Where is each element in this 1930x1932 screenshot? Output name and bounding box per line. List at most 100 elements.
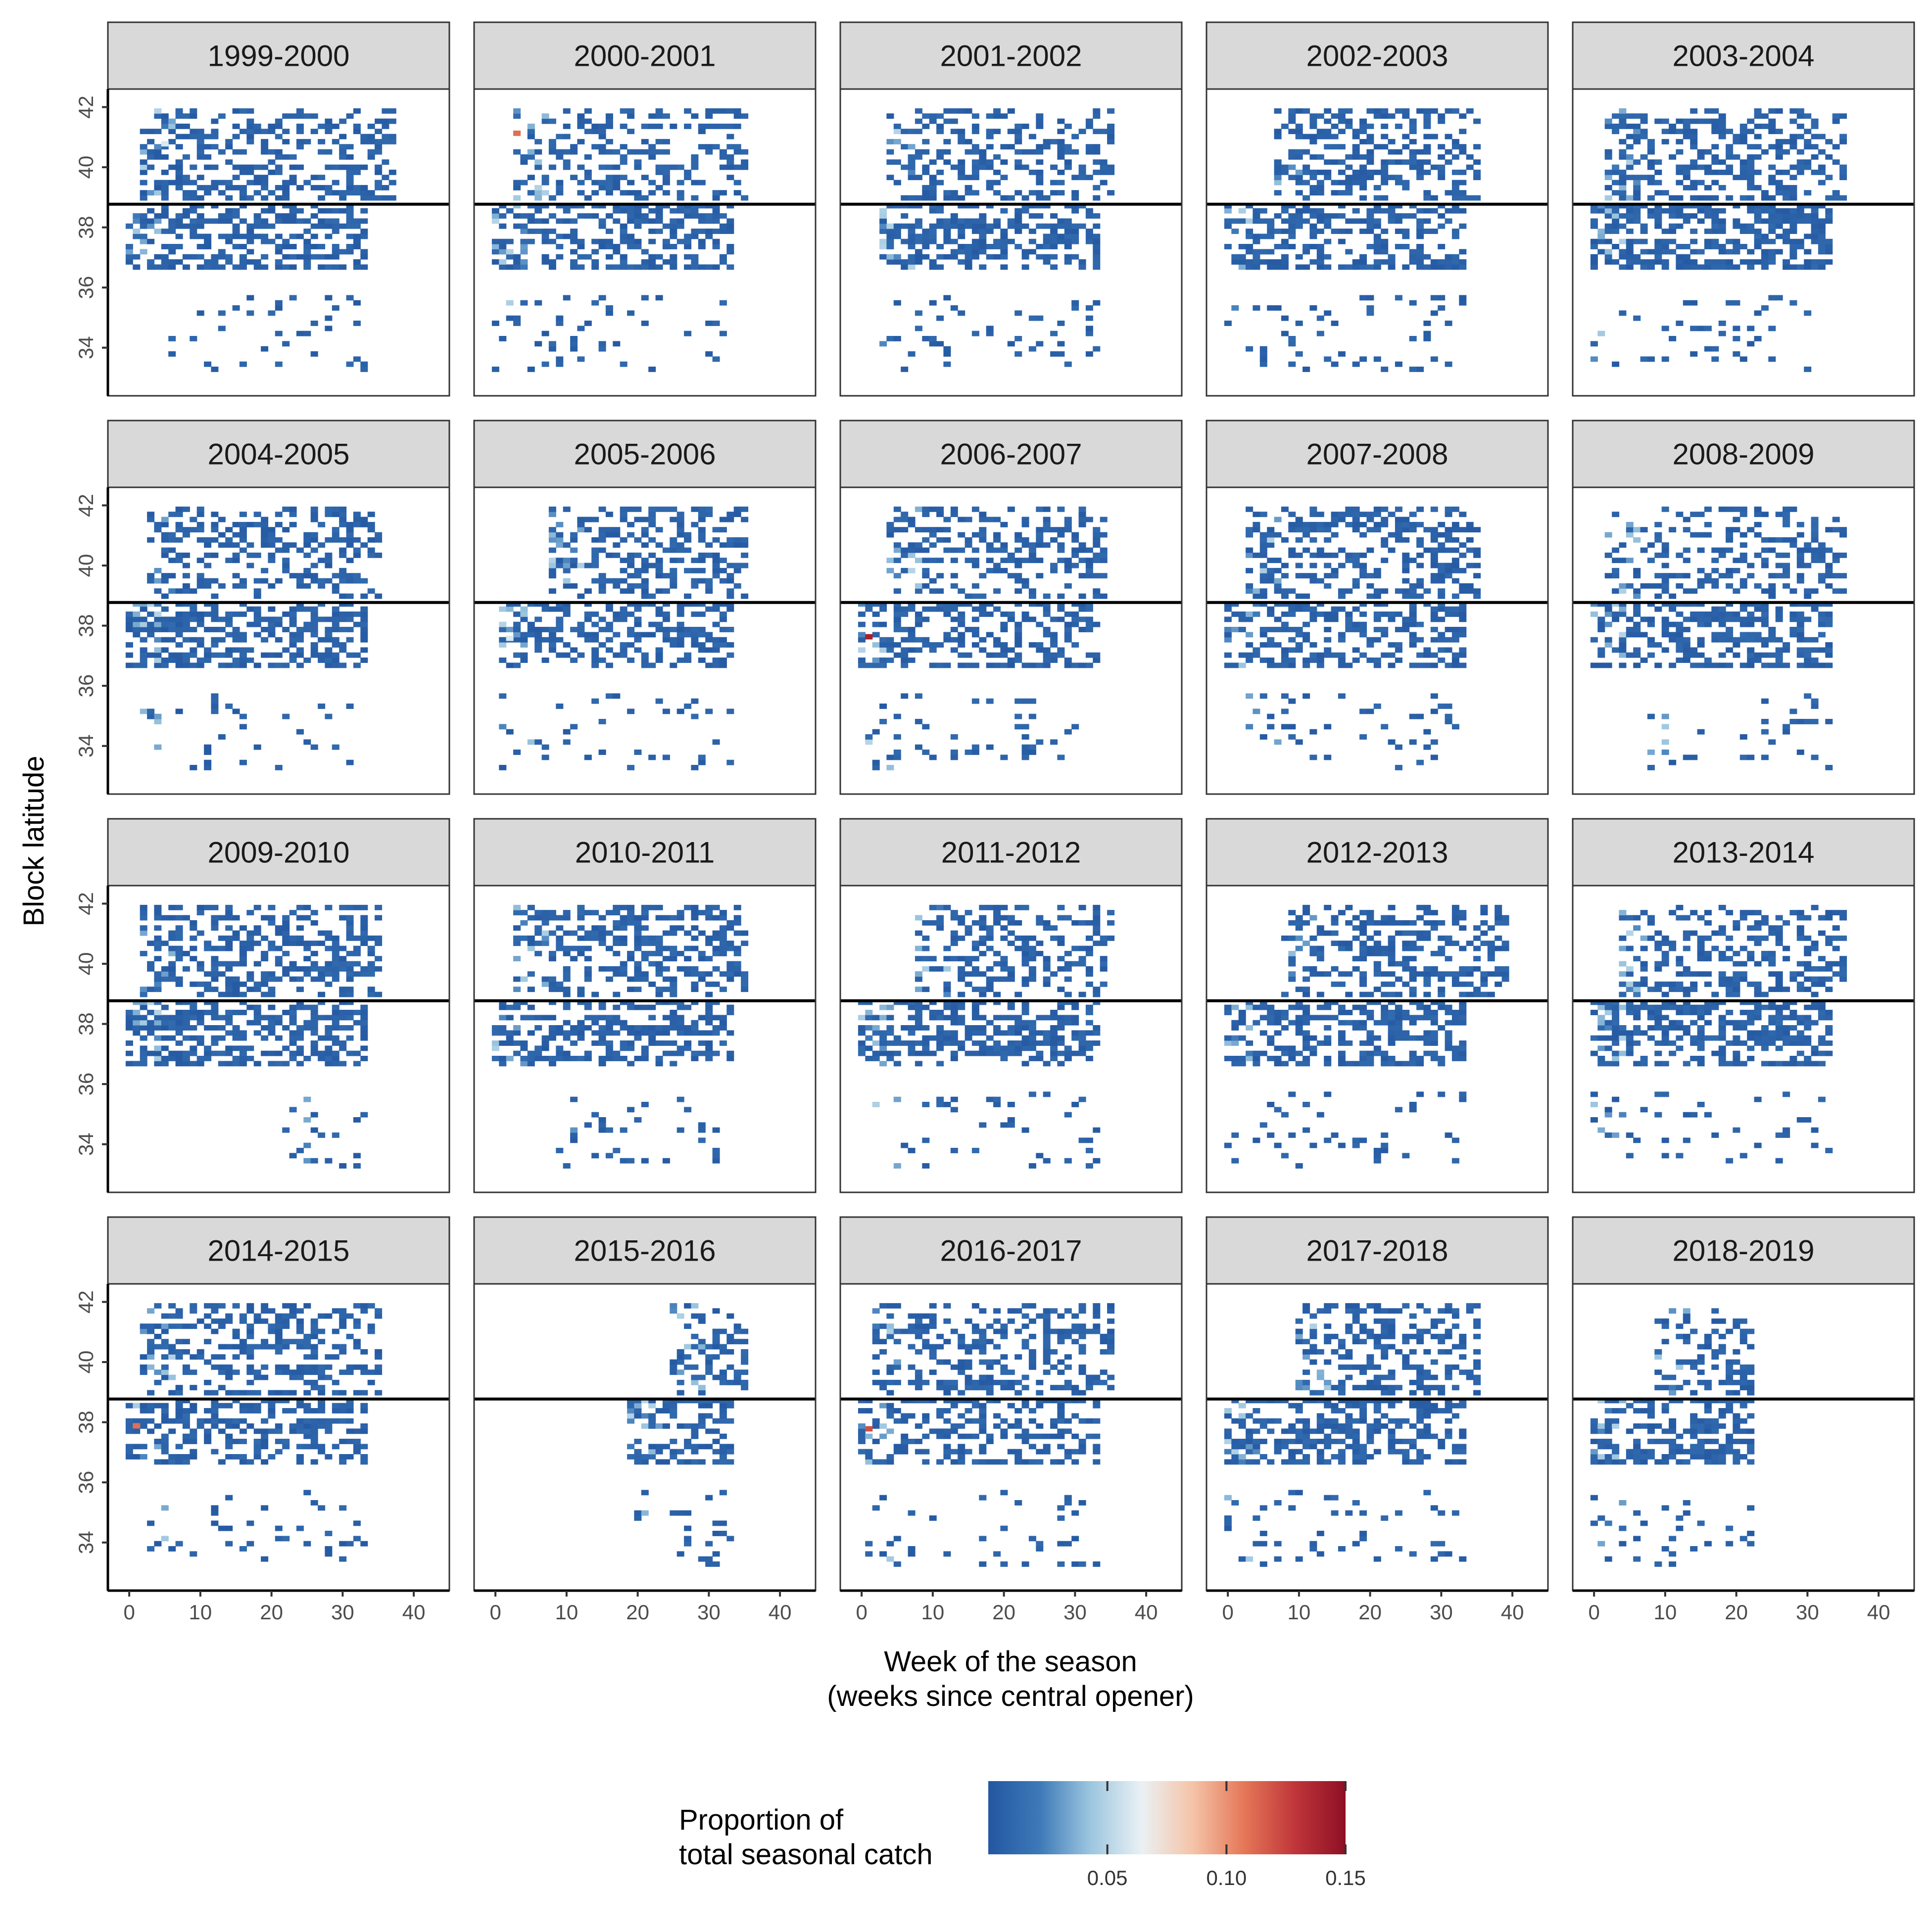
heatmap-cell — [1366, 208, 1374, 214]
heatmap-cell — [513, 627, 521, 632]
heatmap-cell — [1381, 537, 1388, 543]
heatmap-cell — [1719, 185, 1726, 190]
heatmap-cell — [684, 208, 691, 214]
heatmap-cell — [1281, 708, 1289, 714]
heatmap-cell — [1776, 208, 1783, 214]
heatmap-cell — [1733, 612, 1740, 617]
heatmap-cell — [1239, 244, 1246, 249]
heatmap-cell — [1366, 154, 1374, 160]
heatmap-cell — [1768, 637, 1776, 643]
heatmap-cell — [528, 632, 535, 637]
heatmap-cell — [1423, 745, 1431, 750]
heatmap-cell — [140, 622, 147, 627]
heatmap-cell — [1000, 208, 1008, 214]
heatmap-cell — [1591, 356, 1598, 362]
heatmap-cell — [705, 553, 713, 558]
heatmap-cell — [1676, 642, 1683, 648]
heatmap-cell — [254, 218, 261, 224]
heatmap-cell — [147, 239, 154, 244]
heatmap-cell — [1359, 522, 1367, 527]
heatmap-cell — [648, 264, 656, 270]
heatmap-cell — [1676, 129, 1683, 134]
heatmap-cell — [282, 507, 290, 512]
heatmap-cell — [1676, 244, 1683, 249]
heatmap-cell — [936, 573, 944, 578]
heatmap-cell — [499, 637, 506, 643]
heatmap-cell — [303, 532, 311, 538]
heatmap-cell — [1296, 149, 1303, 155]
heatmap-cell — [1374, 356, 1381, 362]
heatmap-cell — [1612, 259, 1619, 265]
heatmap-cell — [176, 662, 183, 668]
heatmap-cell — [1374, 512, 1381, 517]
heatmap-cell — [1359, 553, 1367, 558]
heatmap-cell — [656, 113, 663, 119]
heatmap-cell — [296, 977, 304, 982]
heatmap-cell — [670, 537, 677, 543]
heatmap-cell — [958, 653, 965, 658]
heatmap-cell — [1697, 249, 1705, 254]
heatmap-cell — [204, 658, 211, 663]
heatmap-cell — [1359, 170, 1367, 175]
heatmap-cell — [1726, 149, 1733, 155]
heatmap-cell — [311, 745, 318, 750]
heatmap-cell — [290, 612, 297, 617]
heatmap-cell — [389, 170, 396, 175]
heatmap-cell — [627, 213, 634, 219]
heatmap-cell — [1366, 213, 1374, 219]
heatmap-cell — [154, 714, 161, 719]
heatmap-cell — [606, 305, 613, 311]
heatmap-cell — [161, 185, 169, 190]
heatmap-cell — [1064, 729, 1072, 735]
heatmap-cell — [1683, 627, 1690, 632]
heatmap-cell — [726, 542, 734, 548]
heatmap-cell — [1409, 129, 1417, 134]
heatmap-cell — [1274, 170, 1282, 175]
heatmap-cell — [318, 704, 325, 709]
heatmap-cell — [1654, 532, 1662, 538]
heatmap-cell — [176, 213, 183, 219]
heatmap-cell — [1345, 512, 1352, 517]
heatmap-cell — [720, 124, 727, 129]
heatmap-cell — [1647, 249, 1655, 254]
heatmap-cell — [1231, 218, 1239, 224]
heatmap-cell — [1445, 208, 1452, 214]
heatmap-cell — [894, 607, 901, 612]
heatmap-cell — [1452, 259, 1459, 265]
heatmap-cell — [246, 124, 254, 129]
heatmap-cell — [1626, 558, 1634, 563]
heatmap-cell — [641, 563, 649, 568]
heatmap-cell — [1825, 765, 1833, 770]
heatmap-cell — [190, 616, 197, 622]
heatmap-cell — [1100, 594, 1108, 599]
heatmap-cell — [1079, 170, 1086, 175]
heatmap-cell — [591, 612, 599, 617]
heatmap-cell — [1612, 180, 1619, 186]
heatmap-cell — [1740, 607, 1747, 612]
heatmap-cell — [901, 259, 908, 265]
heatmap-cell — [233, 229, 240, 234]
heatmap-cell — [176, 642, 183, 648]
heatmap-cell — [161, 658, 169, 663]
heatmap-cell — [613, 532, 620, 538]
heatmap-cell — [1374, 612, 1381, 617]
heatmap-cell — [261, 982, 268, 987]
heatmap-cell — [1100, 165, 1108, 170]
heatmap-cell — [282, 341, 290, 346]
heatmap-cell — [353, 259, 361, 265]
heatmap-cell — [275, 961, 283, 967]
heatmap-cell — [1690, 144, 1697, 149]
heatmap-cell — [296, 966, 304, 972]
heatmap-cell — [1267, 218, 1274, 224]
heatmap-cell — [1676, 512, 1683, 517]
heatmap-cell — [993, 607, 1001, 612]
heatmap-cell — [915, 154, 922, 160]
heatmap-cell — [1064, 165, 1072, 170]
heatmap-cell — [147, 264, 154, 270]
heatmap-cell — [951, 254, 958, 260]
heatmap-cell — [929, 175, 937, 180]
heatmap-cell — [1452, 170, 1459, 175]
heatmap-cell — [1597, 653, 1605, 658]
heatmap-cell — [584, 588, 592, 594]
heatmap-cell — [993, 588, 1001, 594]
